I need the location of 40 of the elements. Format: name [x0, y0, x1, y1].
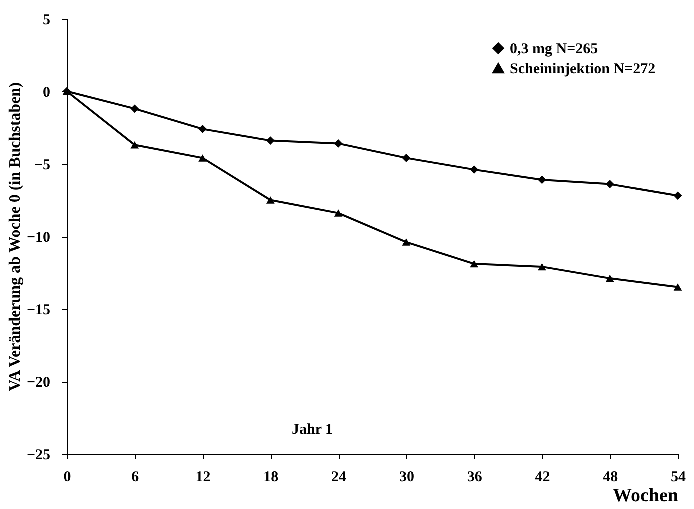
point: [674, 192, 682, 200]
point: [266, 136, 275, 145]
y-tick-label: −20: [26, 375, 50, 391]
y-axis-title: VA Veränderung ab Woche 0 (in Buchstaben): [6, 82, 24, 392]
x-tick-label: 42: [535, 470, 550, 486]
annotation: Jahr 1: [292, 422, 333, 438]
y-tick-label: −15: [26, 302, 50, 318]
point: [606, 274, 614, 282]
x-tick-label: 54: [671, 470, 686, 486]
point: [538, 263, 546, 271]
y-tick-label: −5: [34, 158, 50, 174]
x-tick-label: 48: [603, 470, 618, 486]
y-tick-label: −25: [26, 448, 50, 464]
x-tick-label: 6: [132, 470, 140, 486]
x-tick-label: 18: [264, 470, 279, 486]
y-tick-label: 0: [43, 85, 50, 101]
x-tick-label: 12: [196, 470, 211, 486]
point: [334, 140, 343, 148]
point: [402, 238, 411, 246]
x-axis-title: Wochen: [613, 486, 679, 506]
point: [606, 180, 614, 188]
point: [674, 284, 682, 291]
y-tick-label: 5: [43, 12, 50, 28]
x-tick-label: 24: [332, 470, 348, 486]
y-tick-label: −10: [26, 230, 50, 246]
point: [130, 104, 140, 114]
point: [538, 176, 546, 184]
legend-label: Scheininjektion N=272: [510, 62, 656, 78]
x-tick-label: 0: [64, 470, 72, 486]
point: [334, 210, 343, 217]
point: [470, 260, 479, 268]
x-tick-label: 36: [467, 470, 483, 486]
legend-label: 0,3 mg N=265: [510, 42, 598, 58]
point: [198, 125, 207, 134]
point: [130, 142, 140, 149]
point: [198, 154, 207, 162]
point: [470, 166, 479, 174]
x-tick-label: 30: [399, 470, 414, 486]
point: [266, 196, 275, 204]
point: [402, 154, 411, 162]
